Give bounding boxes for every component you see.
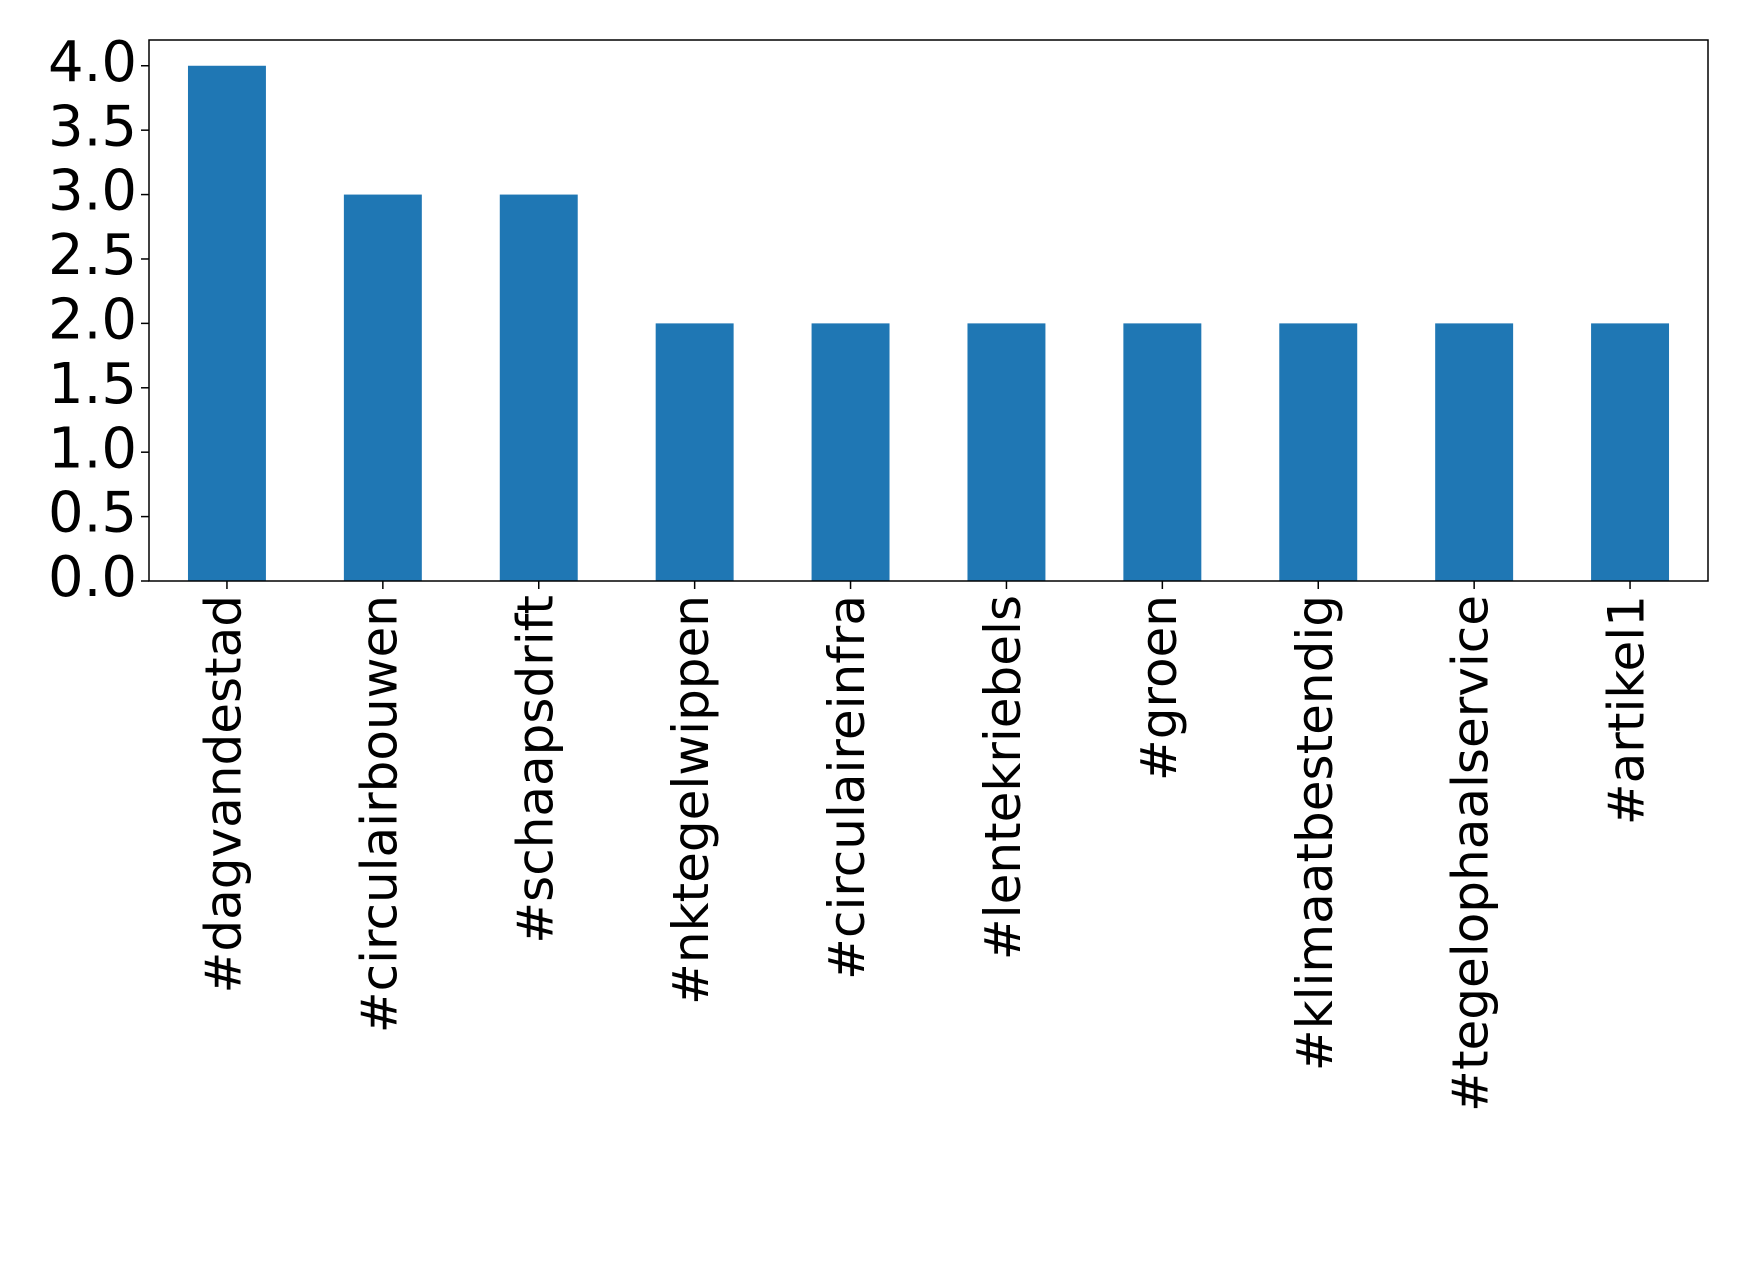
bar — [1279, 323, 1358, 581]
y-tick-label: 2.5 — [48, 223, 137, 288]
y-tick-label: 1.5 — [48, 352, 137, 417]
bar — [1435, 323, 1514, 581]
y-tick-label: 2.0 — [48, 288, 137, 353]
y-tick-label: 1.0 — [48, 416, 137, 481]
bar — [1123, 323, 1202, 581]
y-tick-label: 3.0 — [48, 159, 137, 224]
y-tick-label: 0.0 — [48, 545, 137, 610]
x-tick-label: #circulairbouwen — [350, 595, 408, 1033]
bar — [499, 194, 578, 582]
x-tick-label: #artikel1 — [1598, 595, 1656, 825]
bar — [1591, 323, 1670, 581]
y-tick-label: 3.5 — [48, 94, 137, 159]
bar — [811, 323, 890, 581]
bar — [343, 194, 422, 582]
bar — [187, 65, 266, 581]
x-tick-label: #groen — [1130, 595, 1188, 781]
plot-frame — [148, 39, 1709, 582]
x-tick-label: #klimaatbestendig — [1286, 595, 1344, 1071]
x-tick-label: #schaapsdrift — [506, 595, 564, 944]
x-tick-label: #nktegelwippen — [662, 595, 720, 1005]
y-tick-label: 0.5 — [48, 481, 137, 546]
x-tick-label: #lentekriebels — [974, 595, 1032, 960]
x-tick-label: #tegelophaalservice — [1442, 595, 1500, 1112]
bar — [655, 323, 734, 581]
x-tick-label: #circulaireinfra — [818, 595, 876, 980]
bar — [967, 323, 1046, 581]
y-tick-label: 4.0 — [48, 30, 137, 95]
x-tick-label: #dagvandestad — [194, 595, 252, 993]
